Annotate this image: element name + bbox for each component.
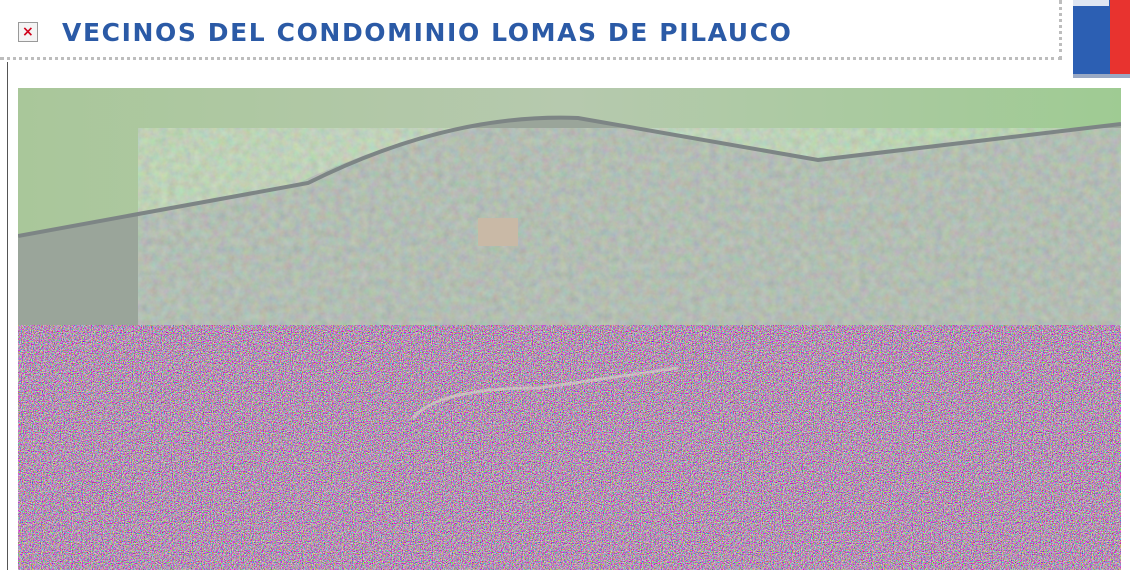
aerial-photo — [18, 88, 1121, 570]
frame-border — [7, 62, 8, 570]
flag-logo — [1073, 0, 1130, 78]
page: × VECINOS DEL CONDOMINIO LOMAS DE PILAUC… — [0, 0, 1130, 570]
broken-image-icon: × — [18, 22, 38, 42]
header-bar: × VECINOS DEL CONDOMINIO LOMAS DE PILAUC… — [0, 0, 1062, 60]
page-title: VECINOS DEL CONDOMINIO LOMAS DE PILAUCO — [62, 18, 793, 47]
